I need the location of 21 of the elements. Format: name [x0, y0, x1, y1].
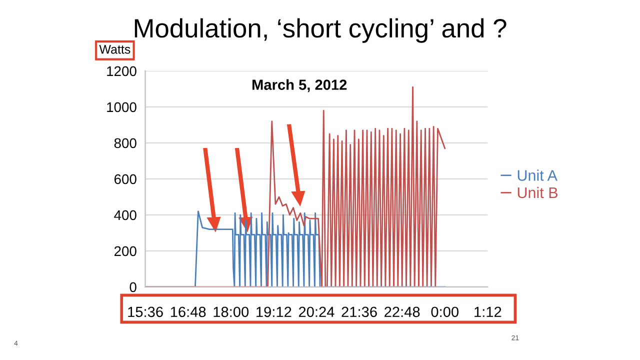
- x-tick-label: 1:12: [474, 306, 502, 317]
- x-tick-label: 21:36: [342, 306, 377, 318]
- y-tick-label: 400: [114, 210, 136, 220]
- y-tick-label: 200: [114, 246, 136, 256]
- y-tick-label: 1200: [107, 66, 136, 76]
- x-tick-label: 16:48: [170, 306, 206, 318]
- y-tick-label: 0: [130, 282, 136, 292]
- y-tick-label: 1000: [107, 102, 136, 112]
- y-axis-title: Watts: [99, 45, 130, 54]
- legend-label: Unit B: [518, 186, 558, 198]
- x-tick-label: 0:00: [431, 306, 459, 318]
- x-tick-label: 20:24: [298, 306, 334, 318]
- x-tick-label: 22:48: [384, 306, 420, 318]
- annotation: March 5, 2012: [252, 79, 347, 92]
- y-tick-label: 800: [114, 138, 136, 148]
- x-tick-label: 19:12: [256, 306, 292, 318]
- x-tick-label: 18:00: [214, 306, 249, 318]
- y-tick-label: 600: [114, 174, 136, 184]
- chart-title: Modulation, ‘short cycling’ and ?: [134, 18, 506, 43]
- x-tick-label: 15:36: [128, 306, 163, 318]
- legend-label: Unit A: [518, 170, 558, 181]
